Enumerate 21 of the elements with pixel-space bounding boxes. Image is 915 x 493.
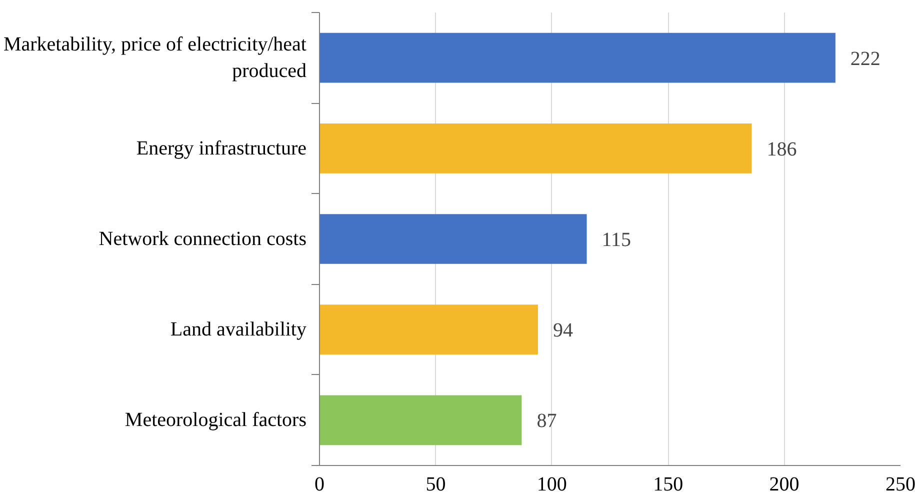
bar: [320, 32, 836, 83]
data-label: 186: [766, 138, 797, 160]
y-tick-label: Land availability: [170, 318, 307, 341]
data-label: 87: [536, 410, 557, 432]
bar: [320, 123, 752, 174]
bar: [320, 304, 538, 355]
x-tick-label: 100: [536, 474, 567, 493]
bar: [320, 214, 587, 264]
data-label: 94: [552, 320, 573, 342]
data-label: 222: [850, 48, 880, 70]
x-tick-label: 250: [886, 474, 915, 493]
x-tick-label: 50: [426, 474, 446, 493]
y-tick-label: Network connection costs: [98, 228, 307, 250]
y-tick-label: Marketability, price of electricity/heat produced: [3, 34, 307, 82]
x-tick-label: 0: [314, 474, 324, 493]
x-tick-label: 200: [769, 474, 800, 493]
y-tick-label: Meteorological factors: [124, 409, 307, 432]
data-label: 115: [602, 229, 632, 251]
x-tick-label: 150: [653, 474, 684, 493]
bar: [320, 395, 522, 446]
y-tick-label: Energy infrastructure: [136, 137, 307, 160]
